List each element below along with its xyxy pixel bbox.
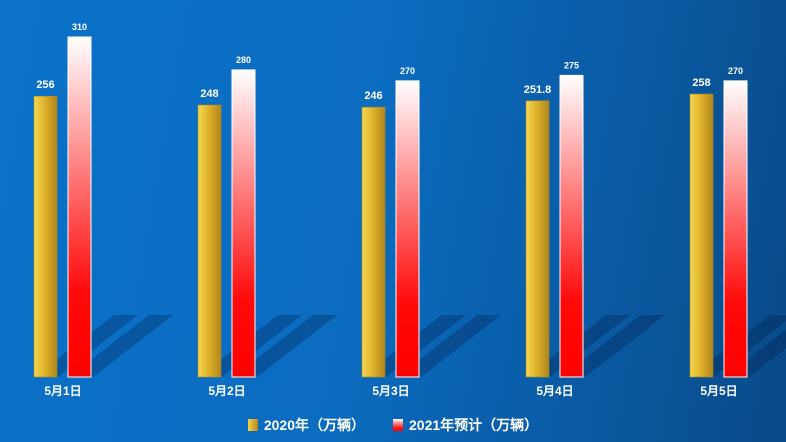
- shadow-2021-4: [561, 315, 665, 377]
- value-label-2020-1: 256: [36, 79, 54, 91]
- bar-2020-2: [197, 104, 222, 378]
- legend-item-2020: 2020年（万辆）: [247, 415, 365, 435]
- value-label-2020-3: 246: [364, 90, 382, 102]
- bar-2021-5: [723, 80, 748, 378]
- bar-2020-4: [525, 100, 550, 378]
- x-tick-label-2: 5月2日: [208, 384, 245, 398]
- x-tick-label-4: 5月4日: [536, 384, 573, 398]
- value-label-2020-2: 248: [200, 88, 218, 100]
- bars-group: [33, 36, 748, 378]
- bar-2020-5: [689, 93, 714, 378]
- legend-swatch-2020: [247, 419, 258, 431]
- legend-label-2020: 2020年（万辆）: [263, 417, 365, 433]
- bar-chart: 256 310 5月1日 248 280 5月2日 246 270 5月3日 251.8 275 5月…: [33, 22, 786, 398]
- value-label-2021-5: 270: [728, 66, 743, 76]
- value-label-2021-1: 310: [72, 22, 87, 32]
- labels-group: 256 310 5月1日 248 280 5月2日 246 270 5月3日 251.8 275 5月…: [36, 22, 743, 398]
- bar-2020-1: [33, 95, 58, 378]
- x-tick-label-3: 5月3日: [372, 384, 409, 398]
- bar-2021-2: [231, 69, 256, 378]
- bar-2020-3: [361, 106, 386, 378]
- legend-label-2021: 2021年预计（万辆）: [409, 417, 539, 433]
- shadow-2021-5: [725, 329, 786, 377]
- bar-2021-3: [395, 80, 420, 378]
- x-tick-label-1: 5月1日: [44, 384, 81, 398]
- value-label-2021-3: 270: [400, 66, 415, 76]
- legend-swatch-2021: [393, 419, 403, 431]
- shadow-2021-1: [69, 315, 173, 377]
- value-label-2021-2: 280: [236, 55, 251, 65]
- value-label-2021-4: 275: [564, 60, 579, 70]
- legend: 2020年（万辆） 2021年预计（万辆）: [0, 414, 786, 436]
- x-tick-label-5: 5月5日: [700, 384, 737, 398]
- legend-item-2021: 2021年预计（万辆）: [393, 415, 538, 435]
- shadow-2021-3: [397, 315, 501, 377]
- bar-2021-4: [559, 74, 584, 378]
- shadow-2021-2: [233, 315, 337, 377]
- value-label-2020-4: 251.8: [524, 84, 552, 96]
- bar-2021-1: [67, 36, 92, 378]
- value-label-2020-5: 258: [692, 77, 710, 89]
